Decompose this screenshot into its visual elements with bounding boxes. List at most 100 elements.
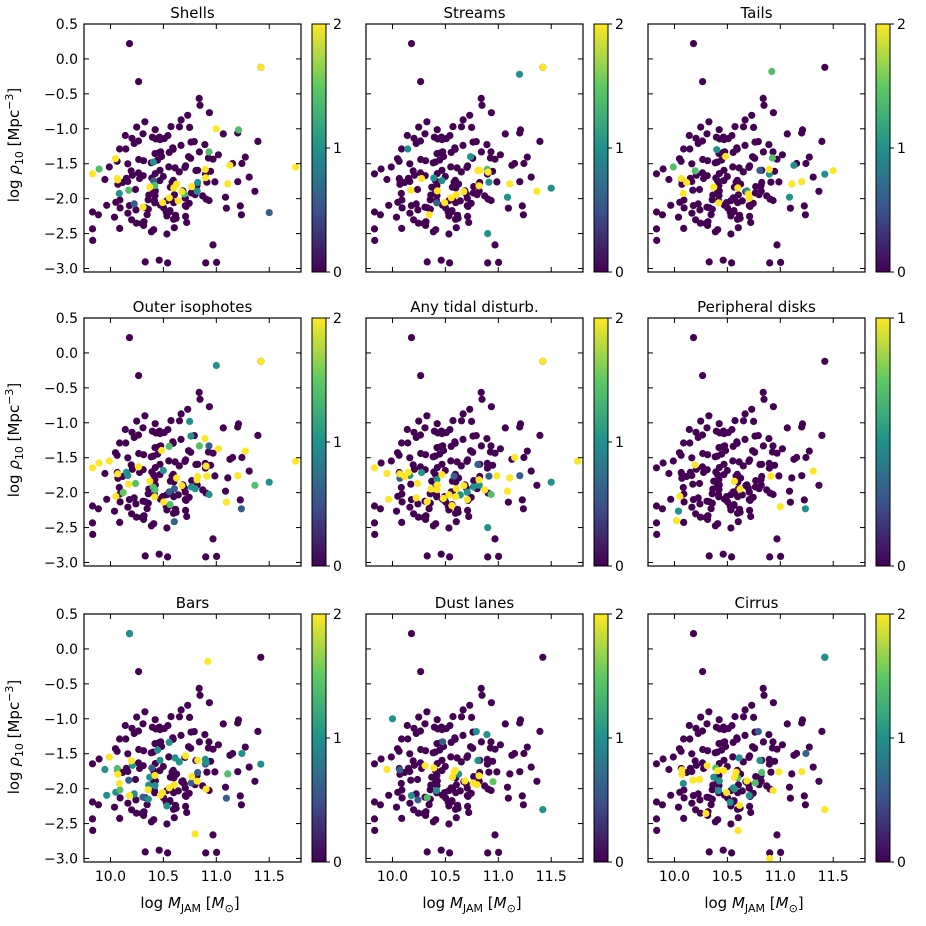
data-point [477,148,485,156]
data-point [697,417,705,425]
data-point [130,494,138,502]
data-point [506,770,514,778]
data-point [417,745,425,754]
data-point [691,167,699,175]
data-point [88,170,97,178]
data-point [165,488,173,496]
data-point [510,159,519,168]
data-point [464,802,472,811]
data-point [392,803,401,811]
data-point [136,468,144,477]
data-point [219,130,227,138]
data-point [116,498,124,506]
data-point [127,167,135,175]
data-point [193,187,201,195]
data-point [438,471,446,479]
data-point [484,230,492,238]
data-point [658,801,667,809]
colorbar-tick-label: 1 [333,435,342,451]
data-point [127,757,135,765]
data-point [194,472,202,481]
data-point [202,462,210,470]
data-point [457,462,465,470]
data-point [748,701,756,709]
data-point [238,749,246,758]
data-point [467,153,475,161]
data-point [689,186,697,194]
data-point [163,802,171,810]
data-point [140,512,148,520]
data-point [377,755,385,763]
scatter-points [88,630,265,857]
data-point [167,417,175,425]
x-tick-label: 10.0 [377,869,408,885]
scatter-points [370,334,582,561]
data-point [132,500,140,508]
data-point [406,209,414,217]
data-point [700,468,708,477]
y-tick-label: 0.5 [56,311,78,327]
data-point [472,138,480,146]
data-point [778,151,787,159]
data-point [221,783,230,791]
data-point [483,760,491,768]
y-tick-label: −1.5 [44,451,78,467]
data-point [370,225,379,233]
data-point [124,503,132,511]
data-point [157,738,165,746]
data-point [677,174,685,183]
data-point [652,502,661,510]
data-point [407,630,416,638]
data-point [729,457,737,465]
data-point [406,503,414,511]
data-point [730,477,739,485]
data-point [459,141,467,149]
data-point [156,166,164,174]
data-point [415,713,423,721]
data-point [211,178,219,186]
data-point [703,424,711,432]
data-point [720,430,728,438]
data-point [398,498,406,506]
data-point [677,468,685,477]
y-tick-label: −1.0 [44,122,78,138]
data-point [151,493,159,501]
data-point [767,178,775,186]
data-point [122,735,130,743]
data-point [433,199,441,207]
data-point [680,204,688,212]
data-point [441,762,449,771]
data-point [477,94,485,102]
data-point [489,778,497,786]
data-point [202,849,210,857]
data-point [115,483,123,492]
colorbar-tick-label: 1 [333,141,342,157]
scatter-points [370,40,555,267]
data-point [94,211,102,219]
data-point [132,206,140,214]
panel-any-tidal-disturb: Any tidal disturb. 0 1 2 [365,298,624,575]
data-point [438,177,446,185]
colorbar-tick-label: 0 [897,265,906,281]
data-point [414,796,422,804]
data-point [398,204,406,212]
data-point [209,831,217,839]
data-point [720,767,728,775]
data-point [159,762,167,771]
data-point [729,738,737,747]
data-point [547,184,555,192]
data-point [156,430,164,438]
data-point [688,750,696,758]
data-point [438,756,446,764]
data-point [122,439,130,447]
data-point [720,756,728,764]
data-point [396,766,404,774]
data-point [88,815,97,823]
data-point [523,447,531,455]
data-point [767,472,775,480]
data-point [185,493,193,501]
data-point [485,768,493,776]
data-point [763,782,771,790]
data-point [201,141,209,149]
data-point [793,749,801,758]
